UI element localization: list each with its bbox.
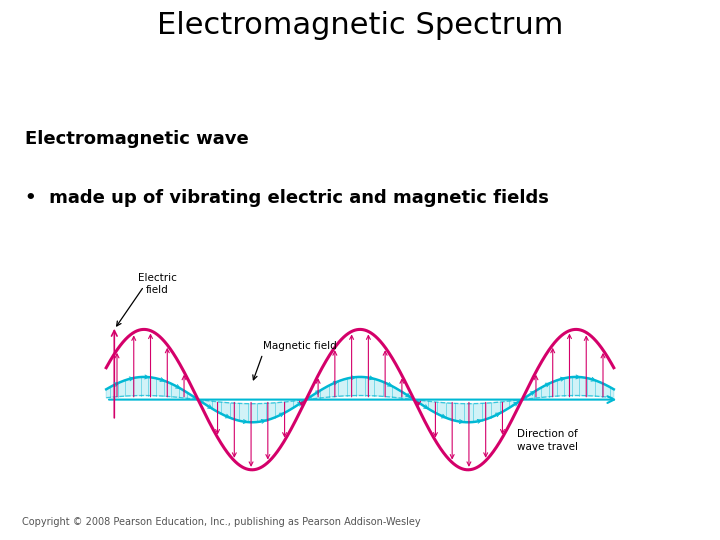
Text: Electromagnetic wave: Electromagnetic wave: [25, 130, 249, 147]
Text: Electric
field: Electric field: [138, 273, 177, 295]
Polygon shape: [414, 400, 522, 422]
Polygon shape: [306, 377, 414, 400]
Text: Copyright © 2008 Pearson Education, Inc., publishing as Pearson Addison-Wesley: Copyright © 2008 Pearson Education, Inc.…: [22, 517, 420, 528]
Text: Direction of
wave travel: Direction of wave travel: [516, 429, 577, 451]
Polygon shape: [106, 377, 198, 400]
Polygon shape: [522, 377, 613, 400]
Polygon shape: [198, 400, 306, 422]
Text: Electromagnetic Spectrum: Electromagnetic Spectrum: [157, 11, 563, 40]
Text: •  made up of vibrating electric and magnetic fields: • made up of vibrating electric and magn…: [25, 189, 549, 207]
Text: Magnetic field: Magnetic field: [263, 341, 336, 351]
